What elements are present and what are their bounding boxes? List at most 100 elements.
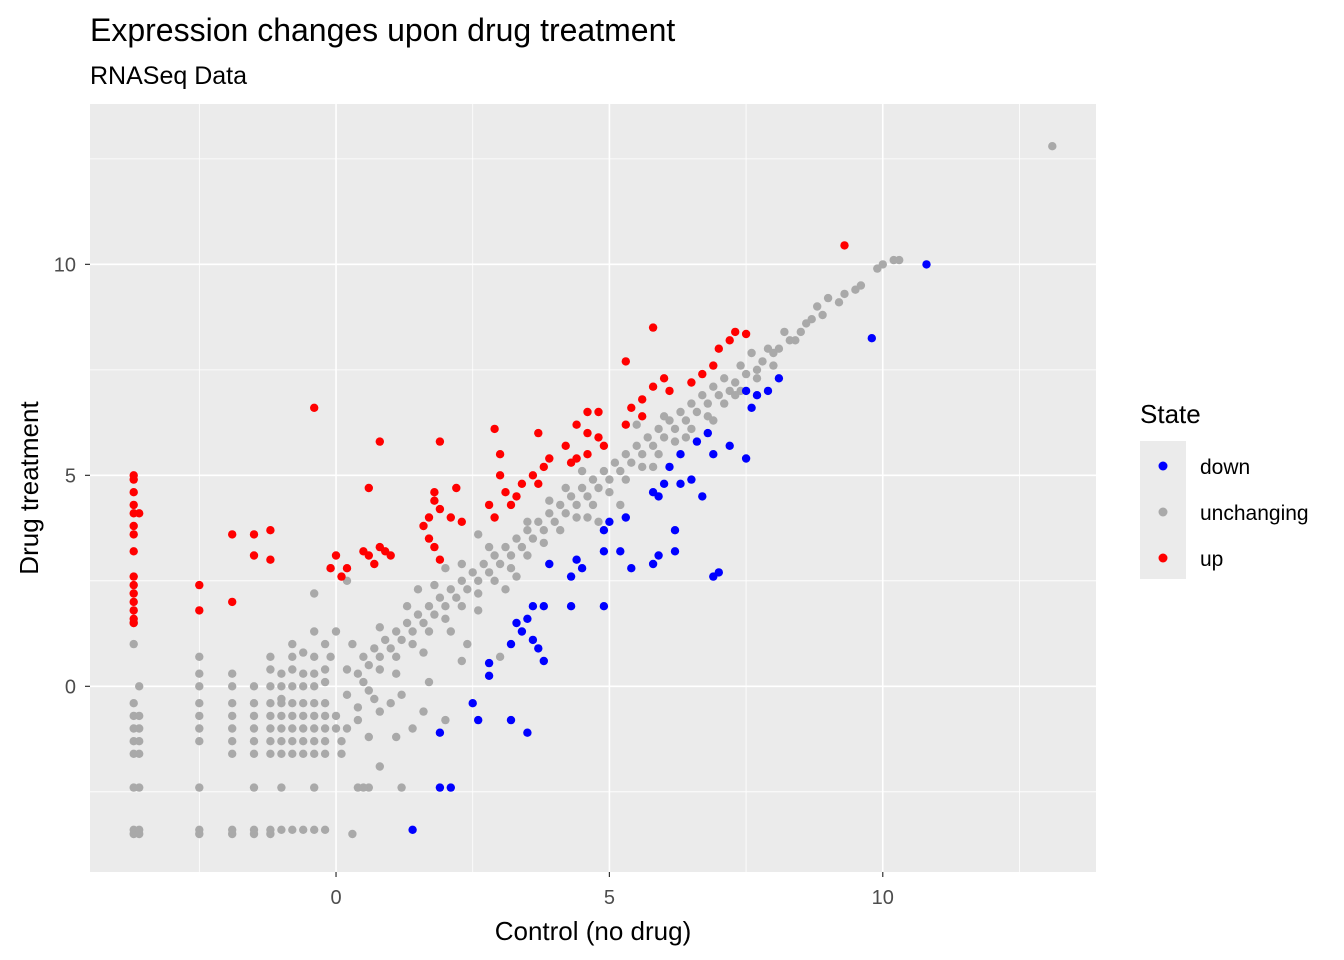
data-point-unchanging [599,466,609,476]
data-point-up [228,597,237,607]
data-point-unchanging [364,661,373,670]
data-point-unchanging [577,483,587,493]
data-point-unchanging [129,639,138,649]
data-point-unchanging [583,492,592,501]
data-point-down [747,403,756,412]
data-point-unchanging [424,677,434,687]
data-point-unchanging [643,433,652,442]
y-axis-title: Drug treatment [14,401,44,575]
data-point-unchanging [484,542,494,552]
data-point-up [731,327,740,337]
data-point-unchanging [135,749,144,758]
data-point-unchanging [359,652,368,661]
data-point-unchanging [310,711,319,721]
data-point-unchanging [310,627,319,636]
data-point-unchanging [474,530,483,539]
data-point-up [266,526,275,535]
data-point-unchanging [386,699,395,708]
data-point-unchanging [392,732,401,742]
data-point-unchanging [823,293,833,303]
data-point-up [594,433,603,442]
data-point-unchanging [752,365,762,374]
data-point-unchanging [840,289,849,299]
data-point-up [446,513,455,522]
y-tick-label: 0 [65,676,76,698]
data-point-unchanging [320,724,330,733]
data-point-unchanging [441,614,450,623]
data-point-unchanging [818,310,827,320]
data-point-up [594,407,603,417]
data-point-down [534,644,543,653]
data-point-unchanging [375,665,384,674]
legend: State down unchanging up [1140,399,1309,579]
data-point-up [665,386,674,396]
data-point-up [342,564,352,573]
data-point-unchanging [813,302,822,311]
data-point-up [539,462,548,472]
data-point-unchanging [670,437,680,446]
data-point-down [627,564,636,573]
data-point-unchanging [402,618,412,628]
data-point-unchanging [419,618,428,628]
data-point-unchanging [539,538,548,548]
data-point-down [709,572,718,581]
data-point-unchanging [780,327,789,337]
data-point-up [228,530,237,539]
data-point-up [129,572,138,581]
data-point-up [370,559,379,569]
data-point-unchanging [659,433,669,442]
data-point-unchanging [277,737,286,746]
data-point-unchanging [135,737,144,746]
data-point-unchanging [375,623,384,632]
data-point-unchanging [353,669,363,678]
data-point-unchanging [266,724,275,733]
data-point-down [741,454,751,463]
data-point-unchanging [796,327,805,337]
data-point-unchanging [370,694,379,704]
data-point-unchanging [873,264,882,273]
data-point-unchanging [648,462,658,472]
data-point-unchanging [310,724,319,733]
data-point-down [474,715,483,725]
data-point-up [375,437,384,446]
data-point-unchanging [747,348,756,358]
data-point-unchanging [698,391,707,400]
data-point-up [741,329,751,339]
data-point-up [698,369,707,379]
data-point-unchanging [195,669,204,678]
data-point-unchanging [769,361,778,370]
data-point-unchanging [654,450,663,459]
data-point-unchanging [648,441,658,450]
data-point-unchanging [408,639,417,649]
data-point-unchanging [195,724,204,733]
data-point-up [331,551,341,560]
data-point-up [129,589,138,598]
data-point-unchanging [299,711,308,721]
data-point-unchanging [195,652,204,661]
data-point-unchanging [135,783,144,792]
data-point-unchanging [320,711,330,721]
data-point-down [545,559,554,569]
data-point-unchanging [266,737,275,746]
data-point-down [752,391,762,400]
data-point-unchanging [566,492,576,501]
data-point-down [484,671,494,680]
data-point-unchanging [419,707,428,716]
data-point-unchanging [288,699,297,708]
axis-ticks [85,263,884,877]
x-tick-label: 5 [604,887,615,909]
data-point-unchanging [364,686,373,695]
data-point-up [528,471,538,480]
data-point-unchanging [288,737,297,746]
data-point-up [337,572,346,581]
data-point-down [605,517,614,526]
data-point-unchanging [249,724,259,733]
data-point-unchanging [277,783,286,792]
data-point-unchanging [1048,142,1057,151]
data-point-unchanging [583,513,592,522]
data-point-up [583,450,592,459]
data-point-down [468,699,477,708]
data-point-unchanging [851,285,860,294]
data-point-unchanging [720,374,729,383]
data-point-unchanging [632,420,641,429]
